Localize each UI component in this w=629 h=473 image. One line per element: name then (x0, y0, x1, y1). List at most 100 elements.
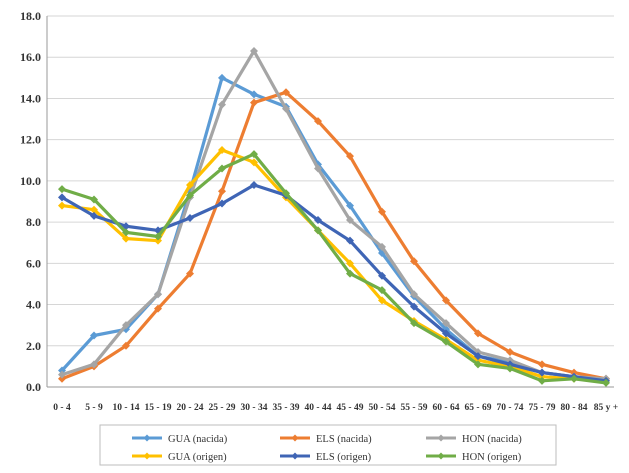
data-point (186, 191, 194, 200)
x-tick-label: 70 - 74 (497, 403, 524, 413)
data-point (346, 216, 354, 225)
legend-item: GUA (origen) (132, 452, 227, 463)
data-point (122, 341, 130, 350)
data-point (218, 145, 226, 154)
x-tick-label: 25 - 29 (209, 403, 236, 413)
data-point (314, 117, 322, 126)
x-tick-label: 50 - 54 (369, 403, 396, 413)
legend-marker (291, 434, 299, 442)
legend-marker (437, 452, 445, 460)
data-point (410, 290, 418, 299)
data-point (186, 213, 194, 222)
data-point (378, 271, 386, 280)
y-tick-label: 2.0 (26, 339, 41, 353)
data-point (442, 319, 450, 328)
data-point (506, 360, 514, 369)
data-point (474, 329, 482, 338)
data-point (538, 360, 546, 369)
data-point (346, 236, 354, 245)
x-tick-label: 65 - 69 (465, 403, 492, 413)
data-point (218, 73, 226, 82)
legend-item: HON (origen) (426, 452, 522, 463)
data-point (378, 286, 386, 295)
legend-item: HON (nacida) (426, 434, 522, 445)
data-point (346, 152, 354, 161)
series-group (58, 150, 610, 387)
data-point (282, 88, 290, 97)
legend-label: GUA (nacida) (168, 434, 228, 445)
data-point (474, 352, 482, 361)
x-tick-label: 35 - 39 (273, 403, 300, 413)
y-tick-label: 6.0 (26, 256, 41, 270)
x-tick-label: 45 - 49 (337, 403, 364, 413)
x-tick-label: 85 y + (594, 403, 618, 413)
data-point (506, 364, 514, 373)
legend-box (99, 424, 557, 466)
y-tick-label: 10.0 (20, 174, 41, 188)
data-point (346, 259, 354, 268)
data-point (122, 321, 130, 330)
y-tick-label: 0.0 (26, 380, 41, 394)
axes: 0.0 2.0 4.0 6.0 8.0 10.0 12.0 14.0 16.0 18.0 0 - 4… (20, 9, 618, 413)
data-point (250, 150, 258, 159)
data-point (90, 205, 98, 214)
data-point (154, 232, 162, 241)
data-point (442, 337, 450, 346)
legend-label: ELS (origen) (316, 452, 372, 463)
x-tick-label: 75 - 79 (529, 403, 556, 413)
data-point (378, 207, 386, 216)
data-point (58, 185, 66, 194)
data-point (90, 195, 98, 204)
legend-label: HON (nacida) (462, 434, 522, 445)
legend-label: GUA (origen) (168, 452, 227, 463)
data-point (410, 319, 418, 328)
data-point (346, 201, 354, 210)
data-point (378, 242, 386, 251)
data-point (570, 368, 578, 377)
data-point (58, 193, 66, 202)
data-point (218, 100, 226, 109)
x-tick-label: 80 - 84 (561, 403, 588, 413)
data-point (90, 331, 98, 340)
series-line (60, 49, 608, 381)
data-point (250, 47, 258, 56)
legend-label: HON (origen) (462, 452, 522, 463)
data-point (474, 360, 482, 369)
data-point (218, 164, 226, 173)
data-point (442, 329, 450, 338)
data-point (570, 374, 578, 383)
data-point (442, 296, 450, 305)
x-tick-label: 15 - 19 (145, 403, 172, 413)
data-point (314, 216, 322, 225)
data-point (122, 234, 130, 243)
data-point (250, 90, 258, 99)
legend-item: GUA (nacida) (132, 434, 228, 445)
data-point (378, 296, 386, 305)
data-point (410, 257, 418, 266)
legend-marker (291, 452, 299, 460)
data-point (282, 189, 290, 198)
data-point (186, 181, 194, 190)
x-tick-label: 30 - 34 (241, 403, 268, 413)
y-tick-label: 18.0 (20, 9, 41, 23)
data-point (58, 201, 66, 210)
legend-marker (143, 434, 151, 442)
x-tick-label: 5 - 9 (85, 403, 103, 413)
series-line (60, 183, 608, 383)
legend-item: ELS (nacida) (280, 434, 372, 445)
data-point (58, 370, 66, 379)
data-point (186, 269, 194, 278)
y-tick-label: 4.0 (26, 298, 41, 312)
data-point (90, 211, 98, 220)
data-point (250, 158, 258, 167)
y-tick-label: 12.0 (20, 133, 41, 147)
y-tick-label: 14.0 (20, 91, 41, 105)
legend-marker (143, 452, 151, 460)
series-line (60, 152, 608, 385)
series-line (60, 148, 608, 383)
x-tick-label: 20 - 24 (177, 403, 204, 413)
data-point (250, 181, 258, 190)
legend-label: ELS (nacida) (316, 434, 372, 445)
